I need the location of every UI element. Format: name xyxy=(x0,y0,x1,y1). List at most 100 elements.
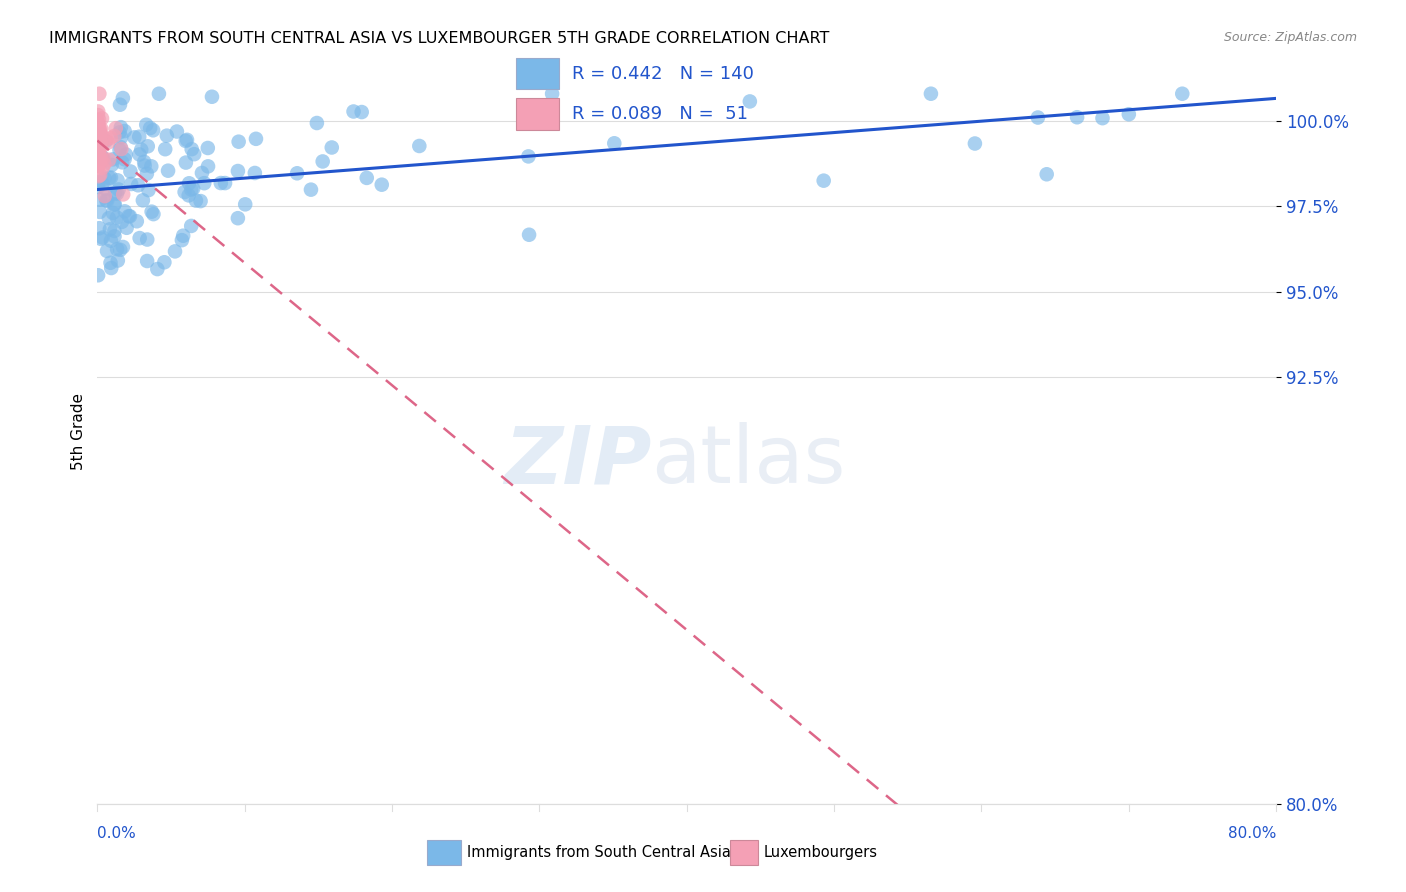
Point xyxy=(105,242,128,256)
Point xyxy=(135,167,157,181)
Point xyxy=(87,142,110,156)
Point xyxy=(110,243,132,257)
Point xyxy=(87,180,110,194)
Point xyxy=(90,152,112,166)
Point xyxy=(312,154,335,169)
Y-axis label: 5th Grade: 5th Grade xyxy=(72,393,86,470)
Point xyxy=(103,224,125,238)
Point xyxy=(87,268,110,283)
Point xyxy=(226,164,249,178)
Point xyxy=(1026,111,1049,125)
Point xyxy=(87,126,110,140)
Point xyxy=(163,244,186,259)
Point xyxy=(114,204,136,219)
Point xyxy=(89,168,111,182)
Point xyxy=(114,124,136,138)
Point xyxy=(107,182,129,196)
Point xyxy=(129,143,152,157)
Point xyxy=(141,159,163,173)
Point xyxy=(87,158,110,172)
Point xyxy=(87,140,110,154)
Point xyxy=(738,95,761,109)
Point xyxy=(87,142,110,156)
Point xyxy=(1171,87,1194,101)
Point xyxy=(243,166,266,180)
Point xyxy=(174,155,197,169)
Point xyxy=(96,194,118,208)
Point xyxy=(157,163,180,178)
Point xyxy=(101,158,124,172)
Point xyxy=(139,121,162,136)
Point xyxy=(111,155,134,169)
Point xyxy=(321,140,343,154)
Point xyxy=(91,150,114,164)
Point xyxy=(813,174,835,188)
Point xyxy=(87,125,110,139)
Point xyxy=(87,137,110,152)
Point xyxy=(86,130,108,145)
Point xyxy=(104,186,127,201)
Point xyxy=(100,256,122,270)
Point xyxy=(89,193,111,207)
Point xyxy=(115,220,138,235)
Point xyxy=(114,153,136,167)
Point xyxy=(110,130,132,145)
Point xyxy=(153,255,176,269)
Point xyxy=(91,230,114,244)
Point xyxy=(125,214,148,228)
Point xyxy=(93,157,115,171)
Point xyxy=(103,229,125,244)
Point xyxy=(120,177,142,191)
Point xyxy=(98,171,121,186)
Point xyxy=(87,119,110,133)
Point xyxy=(1091,111,1114,125)
Point xyxy=(184,194,207,208)
Text: IMMIGRANTS FROM SOUTH CENTRAL ASIA VS LUXEMBOURGER 5TH GRADE CORRELATION CHART: IMMIGRANTS FROM SOUTH CENTRAL ASIA VS LU… xyxy=(49,31,830,46)
Point xyxy=(120,164,142,178)
Point xyxy=(342,104,364,119)
Point xyxy=(103,198,125,212)
Point xyxy=(135,118,157,132)
Point xyxy=(93,171,115,186)
Point xyxy=(89,133,111,147)
Point xyxy=(285,166,308,180)
Point xyxy=(87,169,110,184)
Point xyxy=(91,161,114,175)
Point xyxy=(96,132,118,146)
Point xyxy=(176,133,198,147)
Point xyxy=(110,140,132,154)
Text: atlas: atlas xyxy=(651,422,846,500)
Point xyxy=(90,135,112,149)
Point xyxy=(920,87,942,101)
Point xyxy=(89,128,111,142)
Point xyxy=(86,120,108,134)
Point xyxy=(111,240,134,254)
Text: R = 0.089   N =  51: R = 0.089 N = 51 xyxy=(572,104,748,123)
Point xyxy=(193,176,215,190)
Point xyxy=(156,128,179,143)
Point xyxy=(87,108,110,122)
Point xyxy=(141,204,163,219)
Bar xyxy=(427,839,461,865)
Text: R = 0.442   N = 140: R = 0.442 N = 140 xyxy=(572,64,754,83)
Point xyxy=(87,149,110,163)
Point xyxy=(87,175,110,189)
Point xyxy=(173,185,195,199)
Point xyxy=(197,141,219,155)
Point xyxy=(89,124,111,138)
Point xyxy=(134,154,156,169)
Point xyxy=(177,176,200,190)
Point xyxy=(517,227,540,242)
Point xyxy=(180,142,202,156)
Point xyxy=(197,159,219,173)
Point xyxy=(214,176,236,190)
Text: 80.0%: 80.0% xyxy=(1227,826,1277,841)
Point xyxy=(541,87,564,101)
Point xyxy=(89,127,111,141)
Point xyxy=(98,153,121,167)
Point xyxy=(114,147,136,161)
Point xyxy=(127,178,149,193)
Point xyxy=(111,91,134,105)
Point xyxy=(371,178,394,192)
Point xyxy=(142,207,165,221)
